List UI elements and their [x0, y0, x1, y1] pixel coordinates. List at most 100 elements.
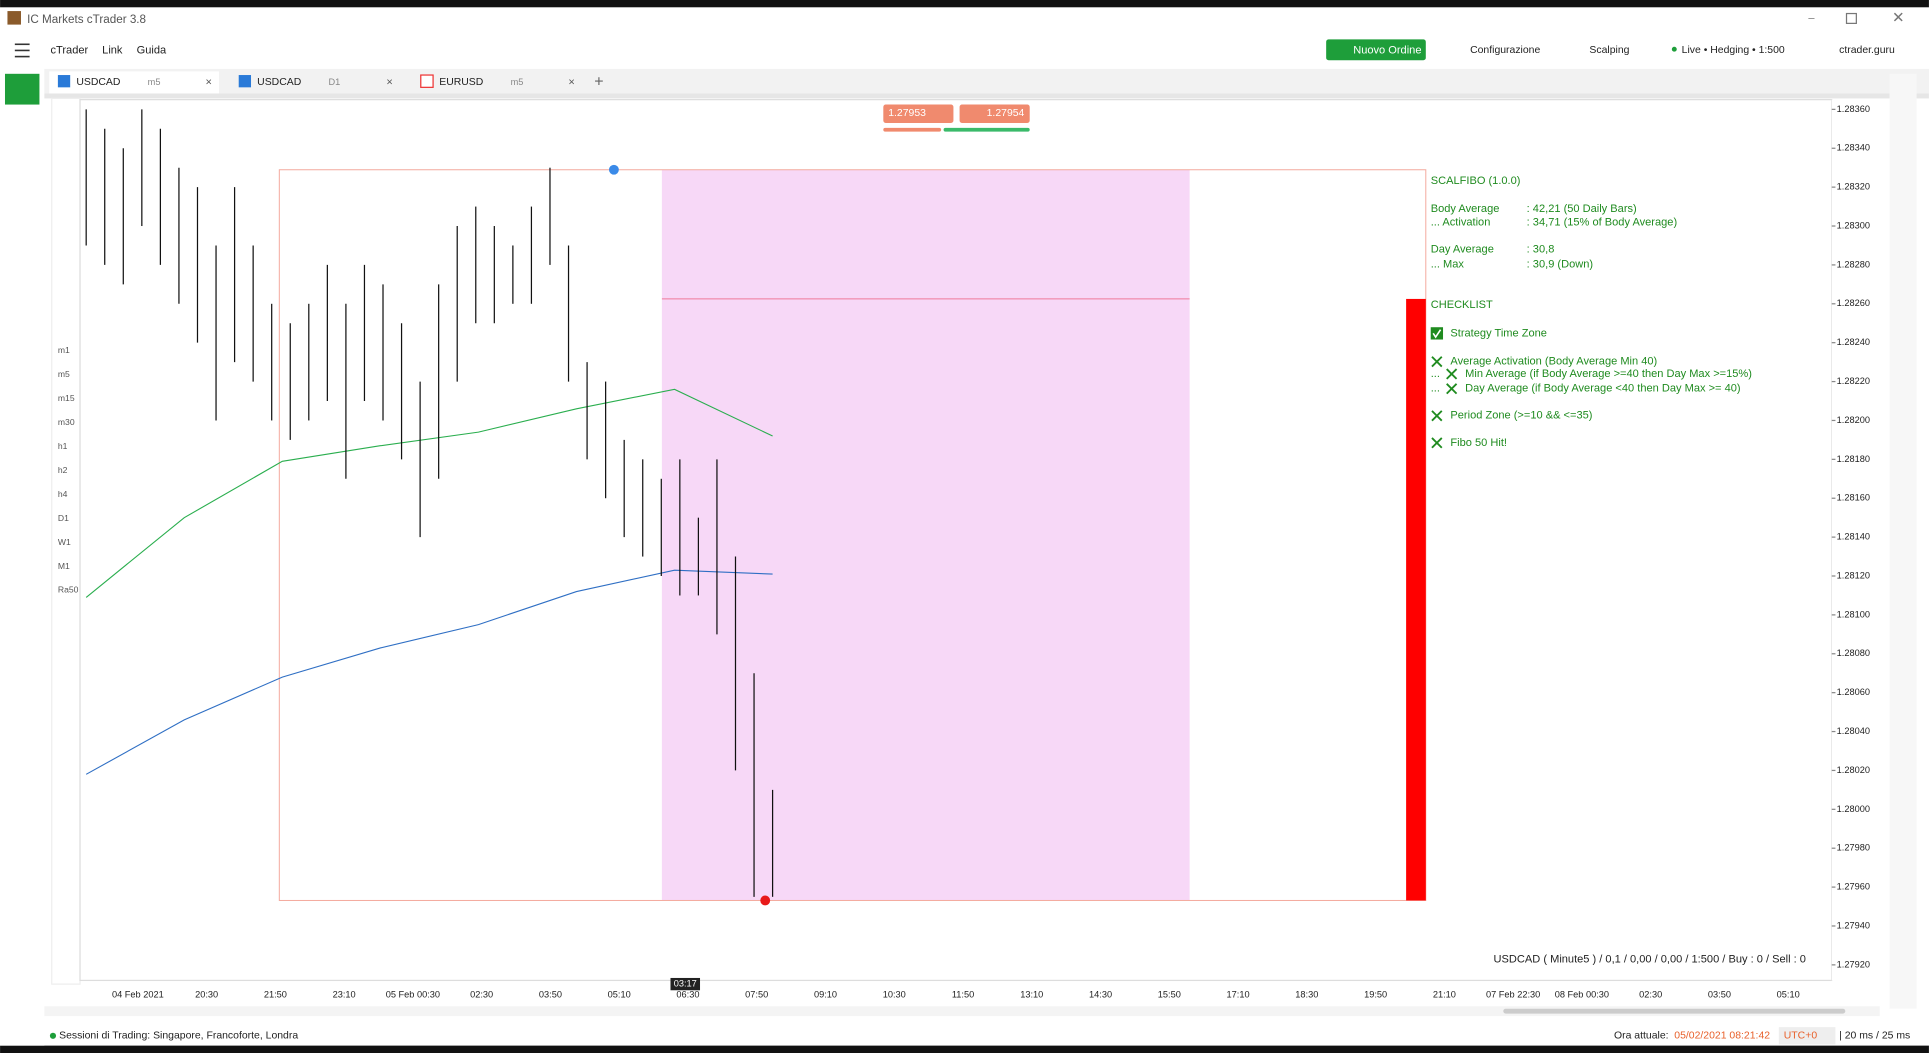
y-tick-label: 1.28060 [1837, 687, 1870, 697]
check [1432, 329, 1442, 339]
x-tick-label: 02:30 [470, 990, 493, 1000]
hamburger[interactable] [14, 43, 30, 58]
x-tick-label: 03:50 [1708, 990, 1731, 1000]
maximize[interactable] [1845, 12, 1857, 24]
checklist-item: Strategy Time Zone [1450, 327, 1547, 339]
timeframe-button[interactable]: M1 [58, 561, 70, 571]
cross [1431, 437, 1443, 449]
x-tick-label: 21:10 [1433, 990, 1456, 1000]
stat-label: ... Max [1431, 258, 1465, 270]
user[interactable]: ctrader.guru [1839, 45, 1895, 56]
y-tick-label: 1.28240 [1837, 337, 1870, 347]
timeframe-button[interactable]: h1 [58, 441, 68, 451]
buy-price[interactable]: 1.27954 [987, 108, 1025, 119]
x-tick-label: 02:30 [1639, 990, 1662, 1000]
y-tick-label: 1.28200 [1837, 415, 1870, 425]
x-tick-label: 05 Feb 00:30 [386, 990, 440, 1000]
y-tick-label: 1.28180 [1837, 454, 1870, 464]
timeframe-button[interactable]: D1 [58, 513, 69, 523]
moving-average [85, 569, 773, 775]
x-tick-label: 17:10 [1227, 990, 1250, 1000]
y-tick-label: 1.28080 [1837, 648, 1870, 658]
fibo-anchor[interactable] [608, 164, 619, 175]
y-tick-label: 1.28120 [1837, 570, 1870, 580]
y-tick-label: 1.28340 [1837, 143, 1870, 153]
fibo-zone [661, 169, 1190, 901]
window-title: IC Markets cTrader 3.8 [27, 13, 146, 26]
add-tab[interactable]: + [594, 74, 603, 91]
timeframe-button[interactable]: m15 [58, 393, 75, 403]
indicator-title: SCALFIBO (1.0.0) [1431, 175, 1521, 187]
x-tick-label: 08 Feb 00:30 [1555, 990, 1609, 1000]
y-tick-label: 1.28260 [1837, 298, 1870, 308]
y-tick-label: 1.27920 [1837, 959, 1870, 969]
tab-symbol[interactable]: EURUSD [439, 77, 484, 88]
timezone[interactable]: UTC+0 [1784, 1031, 1818, 1042]
stat-label: Body Average [1431, 203, 1500, 215]
timeframe-button[interactable]: m1 [58, 345, 70, 355]
cross [1446, 383, 1458, 395]
checklist-item: Min Average (if Body Average >=40 then D… [1465, 368, 1752, 380]
preset[interactable]: Scalping [1589, 45, 1629, 56]
stat-value: : 30,9 (Down) [1527, 258, 1593, 270]
config[interactable]: Configurazione [1470, 45, 1540, 56]
tab-icon [420, 74, 434, 88]
minimize[interactable]: – [1808, 12, 1815, 24]
tab-timeframe[interactable]: m5 [148, 77, 161, 87]
tab-timeframe[interactable]: D1 [329, 77, 341, 87]
x-tick-label: 21:50 [264, 990, 287, 1000]
new-order-button[interactable] [1326, 39, 1426, 61]
stat-value: : 42,21 (50 Daily Bars) [1527, 203, 1637, 215]
y-tick-label: 1.28040 [1837, 726, 1870, 736]
account[interactable]: Live • Hedging • 1:500 [1682, 45, 1785, 56]
menu-item[interactable]: Guida [137, 44, 167, 56]
timeframe-button[interactable]: Ra50 [58, 585, 79, 595]
timeframe-button[interactable]: W1 [58, 537, 71, 547]
current-time: 05/02/2021 08:21:42 [1674, 1031, 1770, 1042]
timeframe-button[interactable]: h4 [58, 489, 68, 499]
x-tick-label: 09:10 [814, 990, 837, 1000]
menu-item[interactable]: cTrader [51, 44, 89, 56]
symbol-info: USDCAD ( Minute5 ) / 0,1 / 0,00 / 0,00 /… [1494, 953, 1806, 965]
tab-close[interactable]: × [386, 76, 392, 88]
timeframe-button[interactable]: m5 [58, 369, 70, 379]
active-side-tab[interactable] [4, 73, 40, 105]
checklist-item: Fibo 50 Hit! [1450, 437, 1507, 449]
x-tick-label: 20:30 [195, 990, 218, 1000]
stat-value: : 30,8 [1527, 244, 1555, 256]
sell-price[interactable]: 1.27953 [888, 108, 926, 119]
crosshair-time: 03:17 [674, 979, 697, 989]
tab-close[interactable]: × [206, 76, 212, 88]
y-tick-label: 1.28220 [1837, 376, 1870, 386]
tab-icon [57, 75, 71, 88]
x-tick-label: 04 Feb 2021 [112, 990, 164, 1000]
tab-timeframe[interactable]: m5 [511, 77, 524, 87]
y-tick-label: 1.27980 [1837, 843, 1870, 853]
x-tick-label: 14:30 [1089, 990, 1112, 1000]
timeframe-button[interactable]: h2 [58, 465, 68, 475]
menu-item[interactable]: Link [102, 44, 123, 56]
tab-close[interactable]: × [568, 76, 574, 88]
new-order-label: Nuovo Ordine [1353, 44, 1421, 56]
latency: | 20 ms / 25 ms [1839, 1031, 1910, 1042]
checklist-item: Average Activation (Body Average Min 40) [1450, 356, 1657, 368]
y-tick-label: 1.27960 [1837, 882, 1870, 892]
tab-symbol[interactable]: USDCAD [257, 77, 302, 88]
x-tick-label: 11:50 [952, 990, 974, 1000]
x-tick-label: 19:50 [1364, 990, 1387, 1000]
x-tick-label: 10:30 [883, 990, 906, 1000]
moving-average [85, 388, 773, 598]
checklist-item: Period Zone (>=10 && <=35) [1450, 410, 1592, 422]
timeframe-button[interactable]: m30 [58, 417, 75, 427]
y-tick-label: 1.27940 [1837, 920, 1870, 930]
fibo-anchor[interactable] [760, 895, 771, 906]
x-tick-label: 05:10 [1777, 990, 1800, 1000]
tab-symbol[interactable]: USDCAD [76, 77, 121, 88]
checklist-item: Day Average (if Body Average <40 then Da… [1465, 383, 1740, 395]
y-tick-label: 1.28160 [1837, 493, 1870, 503]
x-tick-label: 18:30 [1295, 990, 1318, 1000]
close[interactable]: ✕ [1892, 10, 1904, 26]
ellipsis: ... [1431, 383, 1440, 395]
checklist-title: CHECKLIST [1431, 299, 1493, 311]
